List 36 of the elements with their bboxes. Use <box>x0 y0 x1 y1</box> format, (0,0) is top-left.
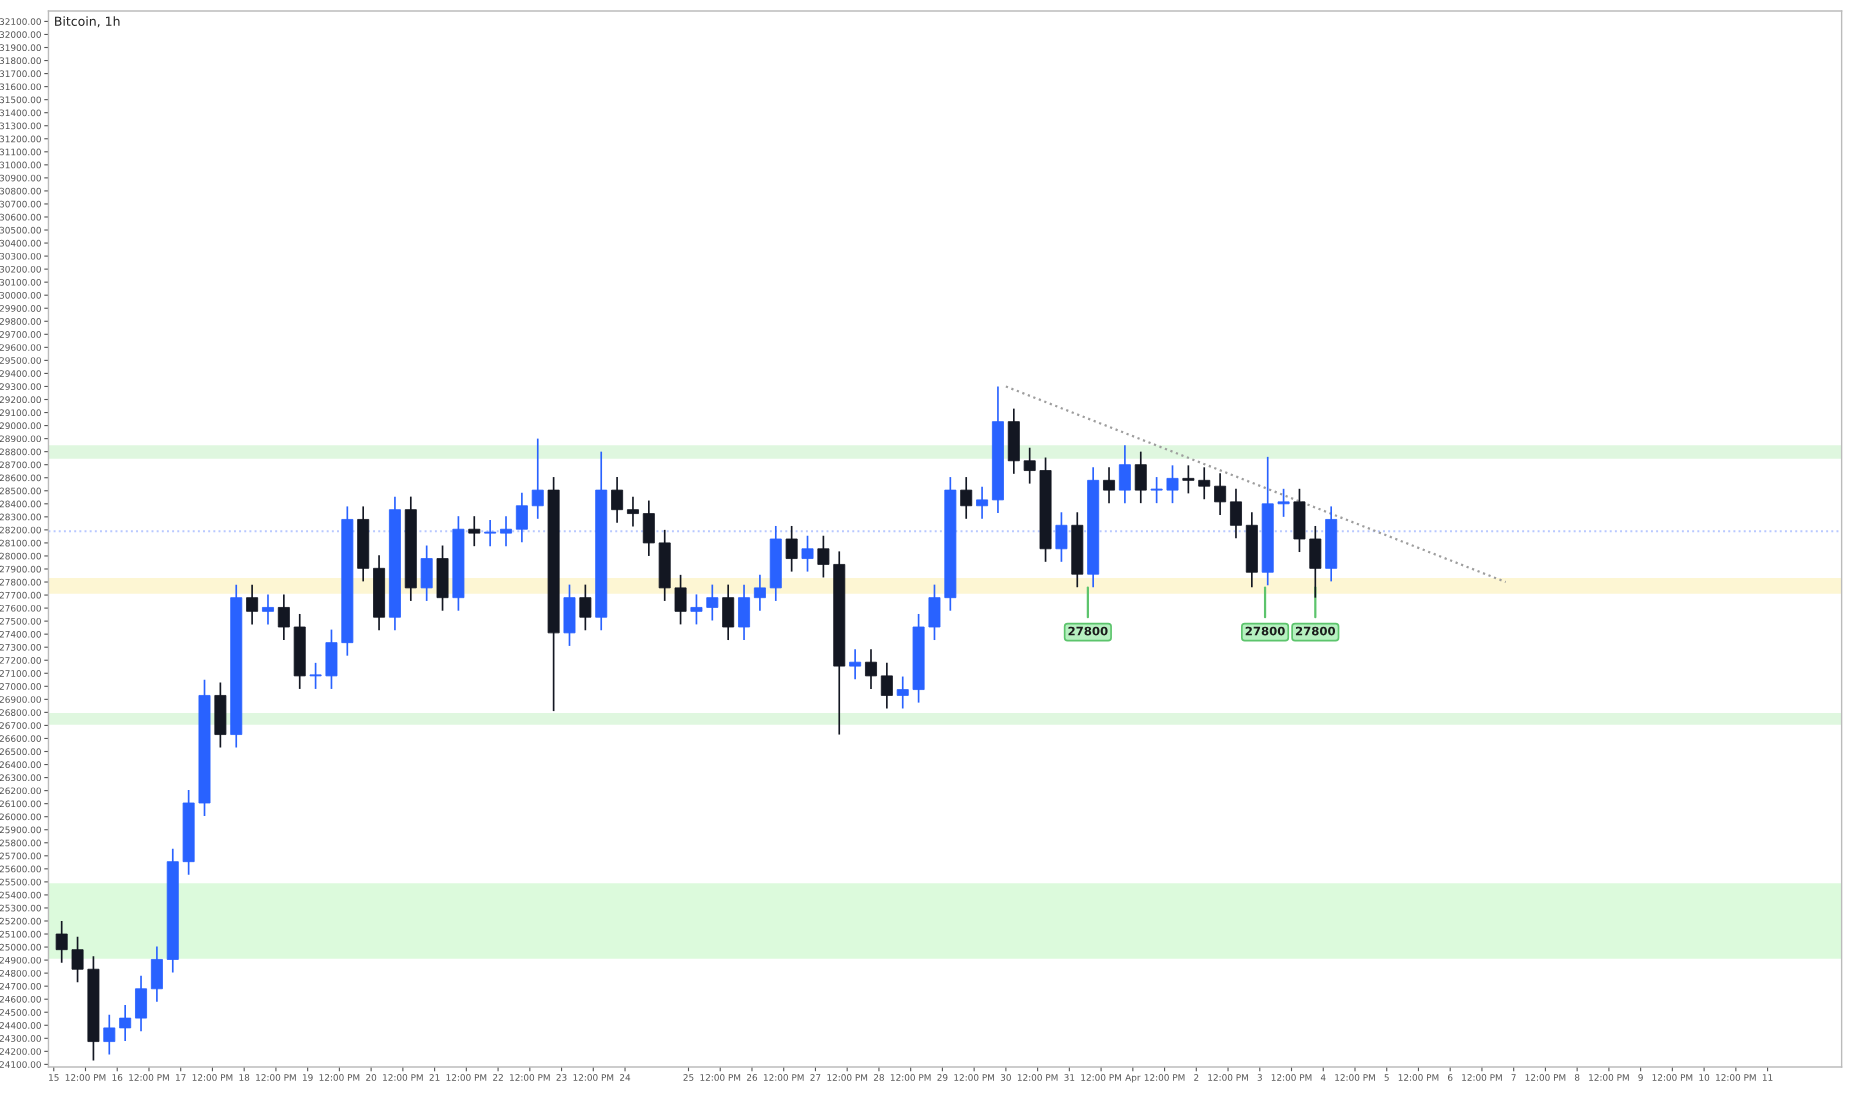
candlestick <box>420 544 433 602</box>
candlestick <box>960 476 973 520</box>
candlestick <box>1214 472 1227 516</box>
candlestick <box>738 583 751 641</box>
candlestick <box>611 476 624 524</box>
candlestick <box>579 583 592 632</box>
candlestick <box>468 515 481 548</box>
candlestick <box>849 648 862 680</box>
candlestick <box>1230 487 1242 540</box>
candlestick <box>1103 466 1115 504</box>
candlestick <box>246 583 259 626</box>
candlestick <box>515 491 528 544</box>
candlestick <box>103 1014 116 1056</box>
candlestick <box>976 486 989 520</box>
candlestick <box>531 437 544 520</box>
candlestick <box>1134 450 1147 504</box>
candlestick <box>214 681 227 749</box>
candlestick <box>150 945 163 1003</box>
candlestick <box>626 495 639 528</box>
candlestick <box>436 544 449 612</box>
candlestick <box>785 525 798 573</box>
candlestick <box>722 583 735 641</box>
candlestick <box>135 974 148 1032</box>
candlestick <box>119 1004 132 1042</box>
candlestick <box>262 593 274 626</box>
candlestick <box>563 583 576 647</box>
candlestick <box>865 648 877 690</box>
candlestick <box>801 534 814 573</box>
candlestick <box>1118 444 1131 504</box>
candlestick <box>277 593 290 641</box>
candlestick <box>484 519 497 548</box>
candlestick <box>500 515 512 548</box>
candlestick <box>1245 511 1258 589</box>
candlestick <box>1055 511 1068 563</box>
candlestick <box>880 662 893 710</box>
candlestick <box>753 574 766 612</box>
